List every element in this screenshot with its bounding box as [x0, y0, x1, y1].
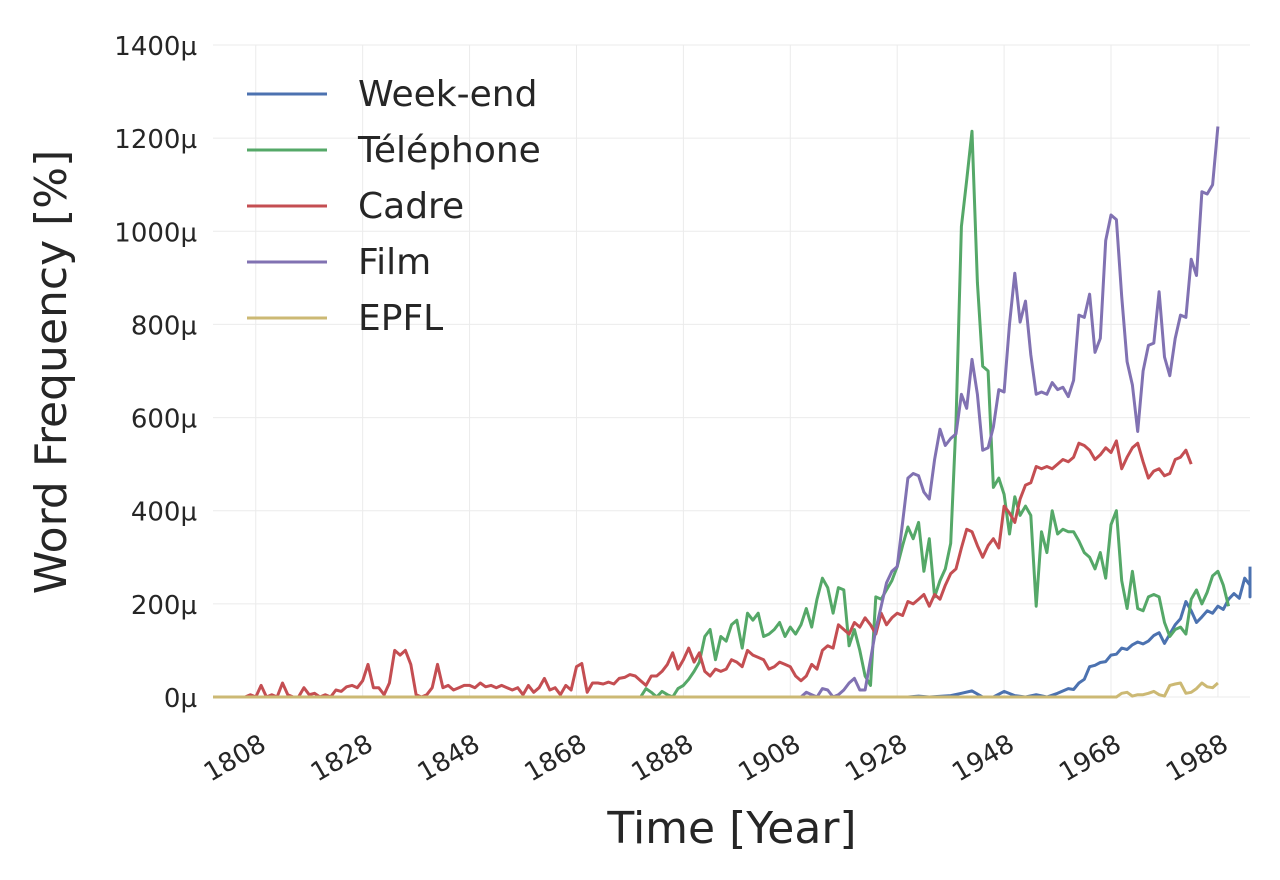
series-line-cadre: [213, 439, 1193, 699]
y-tick-label: 800µ: [131, 311, 197, 341]
series-line-week-end: [213, 566, 1252, 699]
x-tick-label: 1848: [413, 729, 485, 788]
legend-label: Week-end: [358, 74, 537, 115]
y-tick-label: 1200µ: [114, 125, 197, 155]
legend-label: EPFL: [358, 298, 443, 339]
series-line-epfl: [213, 681, 1219, 699]
y-tick-label: 1000µ: [114, 218, 197, 248]
y-tick-label: 0µ: [164, 684, 197, 714]
legend-label: Téléphone: [357, 130, 541, 171]
y-tick-label: 1400µ: [114, 32, 197, 62]
legend-label: Film: [358, 242, 431, 283]
y-tick-label: 600µ: [131, 405, 197, 435]
x-axis-label: Time [Year]: [606, 803, 856, 854]
legend: Week-end Téléphone Cadre Film EPFL: [247, 74, 541, 339]
x-tick-label: 1988: [1161, 729, 1233, 788]
y-tick-label: 200µ: [131, 591, 197, 621]
y-axis-label: Word Frequency [%]: [26, 150, 77, 595]
series-lines: [213, 126, 1252, 699]
legend-label: Cadre: [358, 186, 464, 227]
x-axis-ticks: 1808 1828 1848 1868 1888 1908 1928 1948 1968 1988: [199, 729, 1233, 788]
x-tick-label: 1908: [733, 729, 805, 788]
series-line-film: [213, 126, 1220, 699]
x-tick-label: 1928: [840, 729, 912, 788]
y-axis-ticks: 0µ 200µ 400µ 600µ 800µ 1000µ 1200µ 1400µ: [114, 32, 197, 714]
grid: [213, 44, 1250, 698]
x-tick-label: 1868: [520, 729, 592, 788]
x-tick-label: 1808: [199, 729, 271, 788]
series-line-t-l-phone: [213, 129, 1231, 699]
x-tick-label: 1888: [627, 729, 699, 788]
y-tick-label: 400µ: [131, 498, 197, 528]
x-tick-label: 1948: [947, 729, 1019, 788]
x-tick-label: 1968: [1054, 729, 1126, 788]
x-tick-label: 1828: [306, 729, 378, 788]
